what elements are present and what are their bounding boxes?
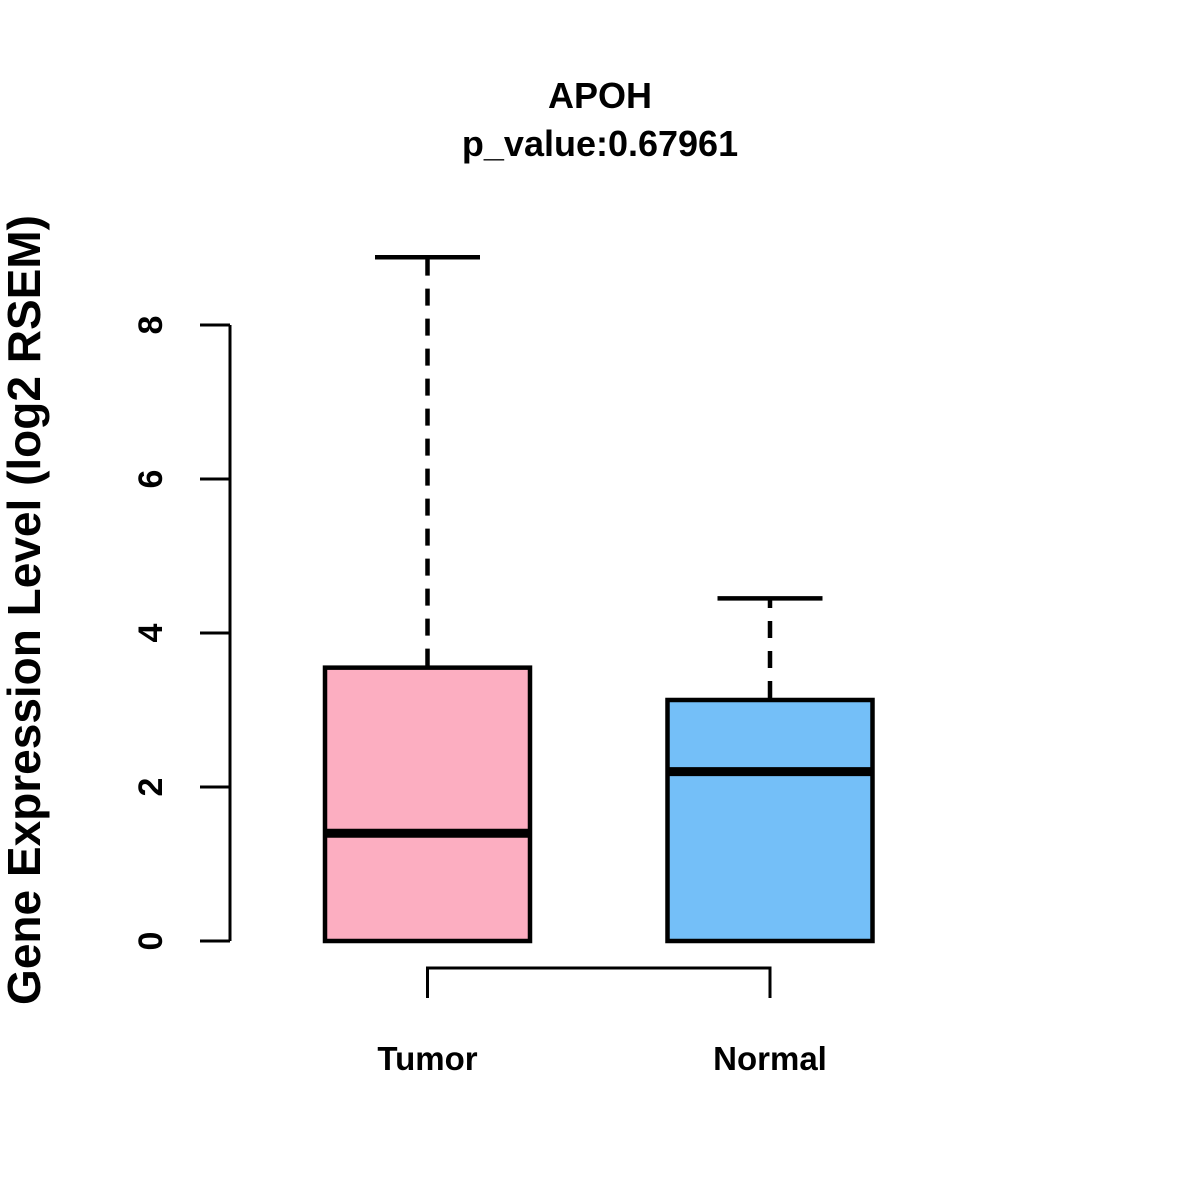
box-group-normal: [665, 596, 875, 944]
y-tick-label: 6: [132, 470, 170, 489]
y-tick-label: 4: [132, 623, 170, 642]
box-rect-tumor: [322, 665, 533, 944]
box-rect-normal: [665, 697, 875, 944]
chart-title: APOH: [548, 75, 652, 116]
x-label-tumor: Tumor: [377, 1040, 477, 1077]
comparison-bracket: [426, 966, 772, 998]
box-group-tumor: [322, 254, 533, 944]
y-axis-label: Gene Expression Level (log2 RSEM): [0, 215, 50, 1005]
y-tick-label: 2: [132, 778, 170, 797]
y-tick-label: 8: [132, 316, 170, 335]
bracket-path: [426, 966, 772, 998]
chart-subtitle: p_value:0.67961: [462, 123, 738, 164]
y-axis: 0 2 4 6 8: [132, 316, 232, 951]
box-series: [322, 254, 875, 944]
x-label-normal: Normal: [713, 1040, 827, 1077]
x-axis-labels: Tumor Normal: [377, 1040, 826, 1077]
y-tick-label: 0: [132, 932, 170, 951]
